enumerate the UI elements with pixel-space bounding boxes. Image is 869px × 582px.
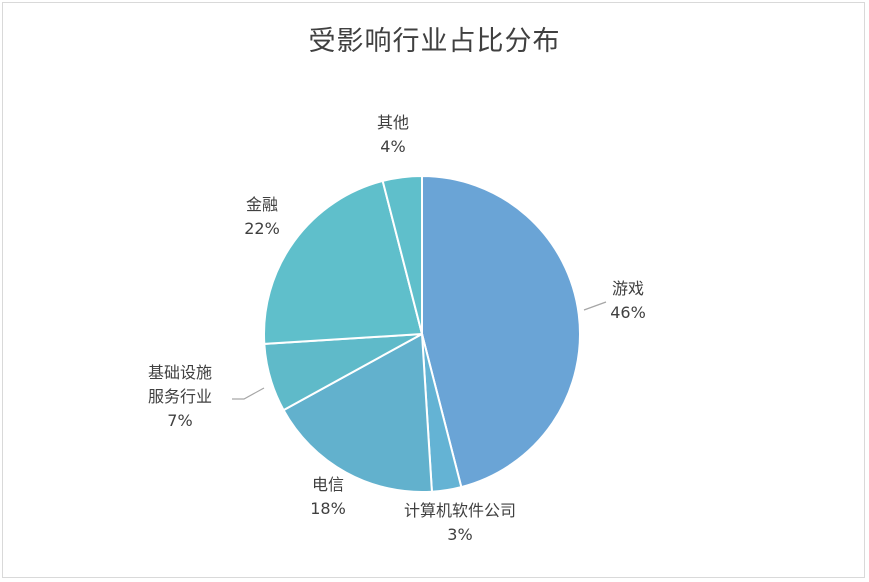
- data-label-5: 其他 4%: [377, 113, 409, 156]
- pie-slice-4: [263, 179, 424, 345]
- pie-slice-5: [381, 174, 423, 335]
- pie-slice-0: [421, 174, 581, 489]
- data-label-0: 游戏 46%: [610, 279, 646, 322]
- leader-line-3: [232, 387, 265, 400]
- data-label-2: 电信 18%: [310, 475, 346, 518]
- data-label-4: 金融 22%: [244, 195, 280, 238]
- chart-title: 受影响行业占比分布: [308, 26, 561, 57]
- data-label-3: 基础设施服务行业 7%: [148, 363, 212, 430]
- leader-line-0: [583, 301, 607, 311]
- pie-slice-2: [282, 332, 433, 493]
- data-label-1: 计算机软件公司 3%: [404, 501, 516, 544]
